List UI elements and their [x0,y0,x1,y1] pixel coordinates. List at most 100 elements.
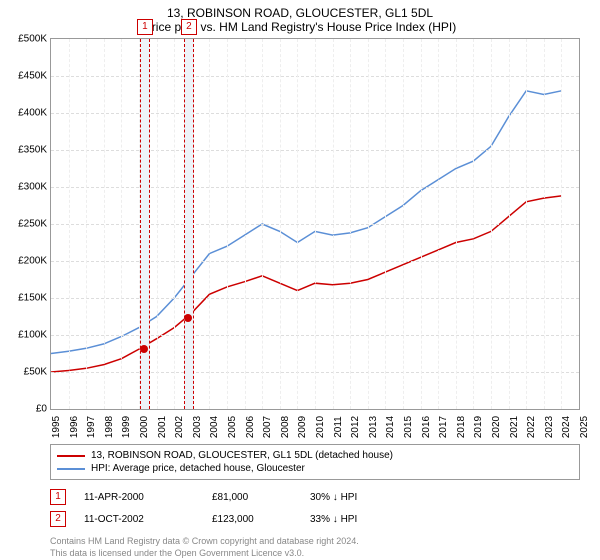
legend-swatch [57,468,85,470]
x-axis-tick-label: 1998 [104,416,115,438]
footer-line-2: This data is licensed under the Open Gov… [50,548,580,560]
gridline-vertical [280,39,281,409]
series-line [51,91,561,354]
x-axis-tick-label: 1997 [86,416,97,438]
gridline-vertical [544,39,545,409]
sales-row-price: £81,000 [212,492,292,503]
sale-marker-number: 2 [181,19,197,35]
chart-subtitle: Price paid vs. HM Land Registry's House … [0,20,600,38]
gridline-vertical [69,39,70,409]
sales-row-date: 11-APR-2000 [84,492,194,503]
y-axis-tick-label: £500K [18,34,47,45]
gridline-vertical [438,39,439,409]
x-axis-tick-label: 1999 [121,416,132,438]
gridline-vertical [245,39,246,409]
x-axis-tick-label: 2005 [227,416,238,438]
series-line [51,196,561,372]
gridline-vertical [350,39,351,409]
y-axis-tick-label: £450K [18,71,47,82]
gridline-vertical [227,39,228,409]
sales-row-date: 11-OCT-2002 [84,514,194,525]
gridline-vertical [209,39,210,409]
x-axis-tick-label: 2019 [473,416,484,438]
x-axis-tick-label: 2008 [280,416,291,438]
sale-marker-band: 2 [184,39,194,409]
footer-line-1: Contains HM Land Registry data © Crown c… [50,536,580,548]
sale-dot [140,345,148,353]
gridline-vertical [157,39,158,409]
gridline-vertical [121,39,122,409]
x-axis-tick-label: 2000 [139,416,150,438]
gridline-vertical [174,39,175,409]
sale-marker-number: 1 [137,19,153,35]
x-axis-tick-label: 2002 [174,416,185,438]
y-axis-tick-label: £0 [36,404,47,415]
x-axis-tick-label: 2007 [262,416,273,438]
x-axis-tick-label: 2006 [245,416,256,438]
gridline-vertical [561,39,562,409]
gridline-vertical [333,39,334,409]
legend-item: HPI: Average price, detached house, Glou… [57,462,573,475]
legend-swatch [57,455,85,457]
x-axis-tick-label: 2009 [297,416,308,438]
x-axis-tick-label: 2020 [491,416,502,438]
x-axis-tick-label: 2017 [438,416,449,438]
chart-title: 13, ROBINSON ROAD, GLOUCESTER, GL1 5DL [0,0,600,20]
y-axis-tick-label: £300K [18,182,47,193]
x-axis-tick-label: 2023 [544,416,555,438]
gridline-vertical [473,39,474,409]
x-axis-tick-label: 1995 [51,416,62,438]
gridline-vertical [421,39,422,409]
footer-attribution: Contains HM Land Registry data © Crown c… [50,536,580,559]
x-axis-tick-label: 2018 [456,416,467,438]
x-axis-tick-label: 2004 [209,416,220,438]
gridline-vertical [456,39,457,409]
sales-row: 2 11-OCT-2002 £123,000 33% ↓ HPI [50,508,580,530]
gridline-vertical [368,39,369,409]
x-axis-tick-label: 2022 [526,416,537,438]
y-axis-tick-label: £50K [24,367,47,378]
sale-dot [184,314,192,322]
x-axis-tick-label: 1996 [69,416,80,438]
y-axis-tick-label: £150K [18,293,47,304]
gridline-vertical [262,39,263,409]
gridline-vertical [297,39,298,409]
sales-row: 1 11-APR-2000 £81,000 30% ↓ HPI [50,486,580,508]
x-axis-tick-label: 2021 [509,416,520,438]
x-axis-tick-label: 2024 [561,416,572,438]
sales-table: 1 11-APR-2000 £81,000 30% ↓ HPI 2 11-OCT-2002… [50,486,580,530]
chart-plot-area: £0£50K£100K£150K£200K£250K£300K£350K£400… [50,38,580,410]
x-axis-tick-label: 2014 [385,416,396,438]
legend-label: HPI: Average price, detached house, Glou… [91,463,305,474]
x-axis-tick-label: 2016 [421,416,432,438]
sales-row-hpi: 30% ↓ HPI [310,492,580,503]
gridline-vertical [104,39,105,409]
x-axis-tick-label: 2010 [315,416,326,438]
sales-row-price: £123,000 [212,514,292,525]
sales-row-number: 1 [50,489,66,505]
x-axis-tick-label: 2011 [333,416,344,438]
sales-row-hpi: 33% ↓ HPI [310,514,580,525]
y-axis-tick-label: £350K [18,145,47,156]
legend-item: 13, ROBINSON ROAD, GLOUCESTER, GL1 5DL (… [57,449,573,462]
y-axis-tick-label: £250K [18,219,47,230]
x-axis-tick-label: 2001 [157,416,168,438]
gridline-vertical [526,39,527,409]
x-axis-tick-label: 2003 [192,416,203,438]
gridline-vertical [385,39,386,409]
legend-label: 13, ROBINSON ROAD, GLOUCESTER, GL1 5DL (… [91,450,393,461]
y-axis-tick-label: £200K [18,256,47,267]
x-axis-tick-label: 2025 [579,416,590,438]
x-axis-tick-label: 2012 [350,416,361,438]
y-axis-tick-label: £100K [18,330,47,341]
sales-row-number: 2 [50,511,66,527]
x-axis-tick-label: 2013 [368,416,379,438]
chart-legend: 13, ROBINSON ROAD, GLOUCESTER, GL1 5DL (… [50,444,580,480]
gridline-vertical [403,39,404,409]
gridline-vertical [491,39,492,409]
gridline-vertical [315,39,316,409]
sale-marker-band: 1 [140,39,150,409]
gridline-vertical [86,39,87,409]
y-axis-tick-label: £400K [18,108,47,119]
gridline-vertical [509,39,510,409]
